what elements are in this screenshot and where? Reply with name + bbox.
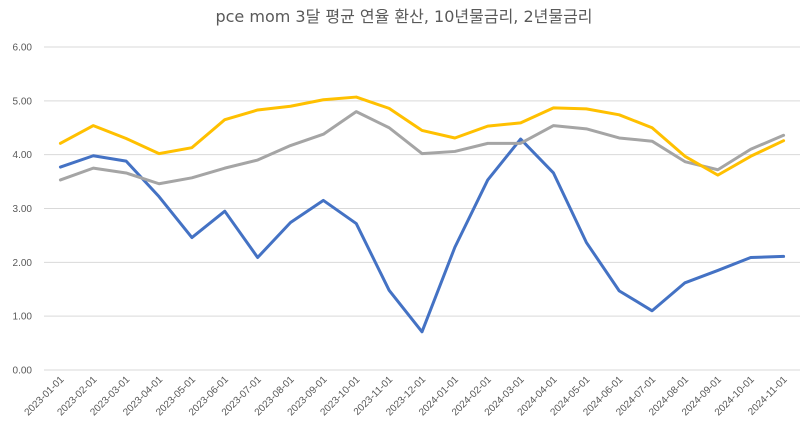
series-line-1	[58, 137, 786, 334]
y-tick-label: 4.00	[13, 150, 33, 161]
series-line-3	[58, 95, 786, 177]
y-tick-label: 1.00	[13, 312, 33, 323]
series-line-2	[58, 110, 786, 186]
y-tick-label: 5.00	[13, 96, 33, 107]
y-tick-label: 2.00	[13, 258, 33, 269]
y-tick-label: 0.00	[13, 366, 33, 377]
y-axis-tick-labels: 0.00 1.00 2.00 3.00 4.00 5.00 6.00	[13, 43, 33, 377]
y-tick-label: 6.00	[13, 43, 33, 54]
gridlines	[44, 46, 800, 371]
y-tick-label: 3.00	[13, 204, 33, 215]
chart-title: pce mom 3달 평균 연율 환산, 10년물금리, 2년물금리	[215, 7, 592, 26]
series-lines	[58, 95, 786, 334]
x-axis-tick-labels: 2023-01-012023-02-012023-03-012023-04-01…	[23, 374, 790, 418]
